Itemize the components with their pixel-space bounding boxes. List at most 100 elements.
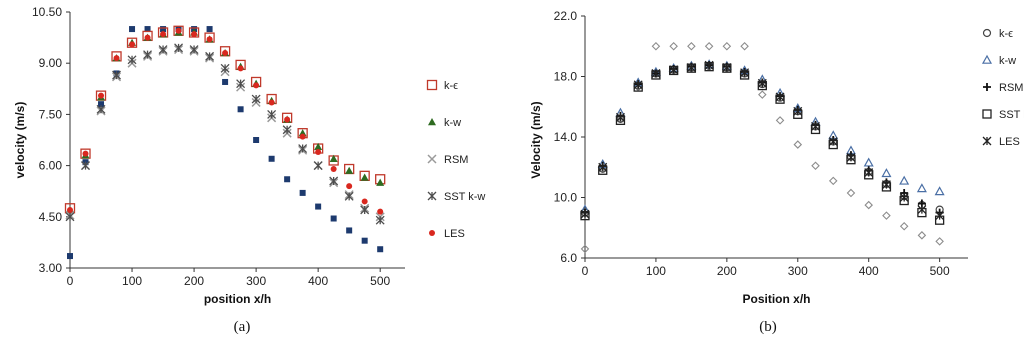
data-point [175, 27, 182, 34]
data-point [669, 41, 678, 51]
data-point [686, 62, 696, 72]
legend-label: RSM [444, 154, 468, 166]
data-point [377, 208, 384, 215]
data-point [740, 41, 749, 51]
data-point [687, 41, 696, 51]
data-point [580, 209, 590, 219]
data-point [67, 253, 73, 260]
y-tick-label: 10.50 [32, 5, 62, 19]
legend-item: RSM [983, 82, 1023, 94]
x-tick-label: 300 [246, 274, 266, 288]
legend-item: k-w [981, 54, 1016, 67]
legend-marker [982, 28, 992, 38]
x-tick-label: 400 [859, 264, 879, 278]
data-point [129, 26, 136, 33]
data-point [158, 45, 168, 55]
x-tick-label: 0 [582, 264, 589, 278]
data-point [220, 63, 230, 73]
data-point [206, 36, 213, 43]
panel-label-a: (a) [234, 319, 251, 335]
data-point [81, 161, 90, 171]
data-point [330, 215, 337, 222]
data-point [917, 231, 927, 240]
data-point [899, 193, 909, 202]
data-point [793, 106, 803, 116]
data-point [580, 244, 590, 254]
x-axis-title: Position x/h [742, 292, 810, 306]
y-tick-label: 18.0 [554, 70, 578, 84]
x-tick-label: 500 [370, 274, 390, 288]
legend-item: LES [429, 228, 465, 240]
x-tick-label: 400 [308, 274, 328, 288]
data-point [82, 150, 89, 157]
data-point [143, 50, 153, 60]
data-point [329, 154, 338, 162]
legend-marker [429, 230, 435, 236]
data-point [284, 116, 291, 123]
data-point [899, 175, 910, 185]
legend-label: RSM [999, 82, 1023, 94]
legend-item: SST k-w [982, 109, 1024, 121]
data-point [222, 49, 229, 56]
data-point [863, 157, 874, 167]
data-point [206, 26, 213, 33]
y-tick-label: 22.0 [554, 9, 578, 23]
data-point [127, 55, 137, 65]
data-point [669, 65, 679, 75]
data-point [828, 137, 838, 146]
legend-label: SST k-w [999, 109, 1024, 121]
data-point [935, 237, 944, 246]
data-point [253, 137, 260, 143]
data-point [344, 191, 354, 201]
data-point [237, 106, 244, 113]
data-point [651, 41, 661, 51]
data-point [881, 168, 892, 178]
legend-item: SST k-w [427, 191, 485, 203]
data-point [899, 221, 909, 231]
y-tick-label: 3.00 [39, 261, 63, 275]
data-point [299, 189, 306, 196]
data-point [314, 142, 323, 151]
legend-marker [982, 109, 992, 119]
data-point [864, 200, 873, 210]
data-point [268, 155, 275, 162]
data-point [934, 186, 945, 196]
data-point [882, 211, 891, 220]
data-point [616, 112, 625, 122]
series-sst-k-w [65, 43, 385, 225]
chart-a: 0 100 200 300 400 500 3.00 4.50 6.00 7.50 9.00 10.5… [13, 5, 485, 306]
legend-item: k-ϵ [982, 28, 1013, 40]
data-point [935, 211, 945, 221]
data-point [315, 148, 322, 155]
data-point [793, 140, 803, 149]
legend-item: k-ϵ [426, 79, 458, 92]
data-point [346, 183, 353, 190]
x-tick-label: 200 [184, 274, 204, 288]
x-tick-label: 200 [717, 264, 737, 278]
data-point [222, 78, 229, 85]
data-point [722, 62, 732, 72]
legend-label: k-w [444, 117, 461, 129]
y-tick-label: 7.50 [39, 107, 63, 121]
data-point [267, 109, 277, 119]
data-point [98, 101, 105, 108]
data-point [846, 188, 856, 198]
data-point [205, 51, 215, 61]
data-point [112, 70, 121, 80]
data-point [160, 26, 167, 33]
data-point [113, 55, 120, 62]
y-tick-label: 10.0 [554, 191, 578, 205]
data-point [313, 161, 323, 171]
data-point [330, 166, 337, 173]
series-unlabeled [580, 41, 944, 254]
data-point [329, 176, 339, 186]
legend-label: k-w [999, 55, 1016, 67]
data-point [722, 41, 732, 51]
data-point [881, 180, 891, 190]
data-point [377, 246, 384, 253]
legend-item: RSM [427, 154, 468, 166]
data-point [251, 94, 261, 104]
data-point [360, 173, 369, 181]
data-point [360, 205, 370, 215]
